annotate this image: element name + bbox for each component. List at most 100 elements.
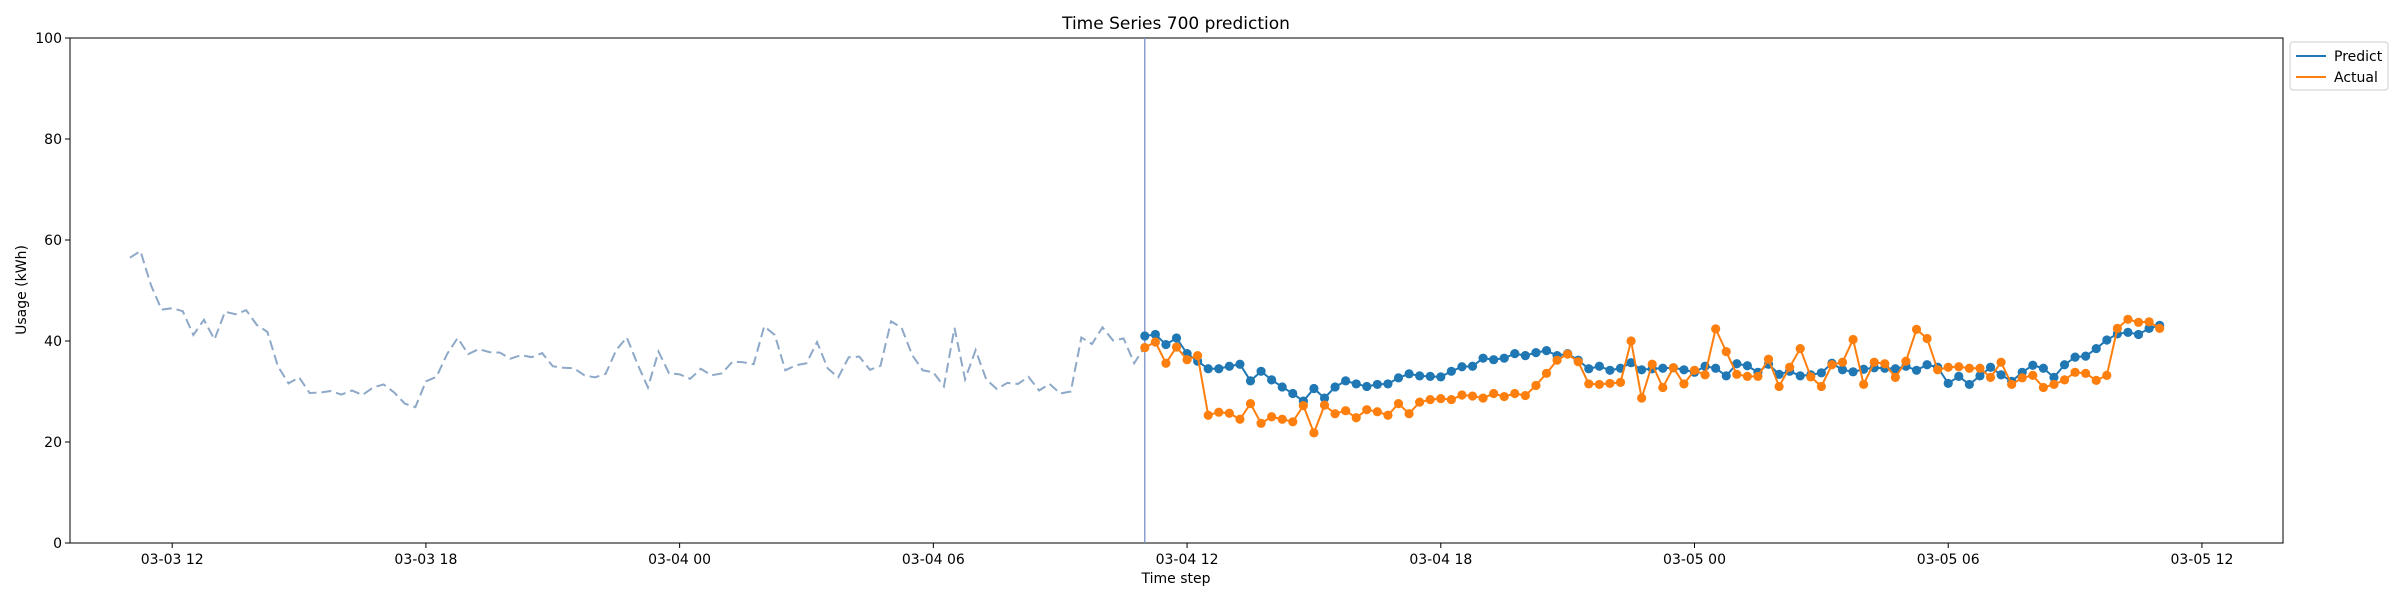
actual-point <box>2017 373 2027 383</box>
predict-point <box>1171 333 1182 343</box>
predict-point <box>1890 364 1900 374</box>
actual-point <box>1859 379 1869 390</box>
predict-point <box>1150 329 1160 340</box>
predict-point <box>2144 323 2154 333</box>
actual-point <box>1404 409 1414 419</box>
predict-point <box>1996 370 2006 380</box>
actual-point <box>1711 324 1721 334</box>
predict-point <box>1742 361 1752 371</box>
actual-point <box>1235 414 1245 424</box>
predict-point <box>1679 365 1689 375</box>
actual-point <box>1499 391 1509 402</box>
actual-point <box>1425 394 1435 405</box>
actual-point <box>1415 397 1425 407</box>
actual-point <box>1182 355 1192 365</box>
predict-point <box>1975 371 1985 381</box>
actual-point <box>1563 349 1573 359</box>
actual-point <box>1288 417 1298 427</box>
predict-point <box>1816 368 1826 378</box>
actual-point <box>1795 343 1805 354</box>
predict-point <box>1922 360 1932 370</box>
predict-point <box>1594 361 1604 371</box>
actual-point <box>1816 381 1826 392</box>
actual-point <box>1964 363 1974 373</box>
actual-point <box>1309 428 1319 438</box>
predict-point <box>1319 393 1330 403</box>
y-tick-label: 100 <box>35 31 62 47</box>
actual-point <box>1774 381 1784 392</box>
predict-point <box>1721 371 1731 381</box>
predict-point <box>1140 331 1150 341</box>
actual-point <box>1996 357 2006 367</box>
predict-point <box>1499 353 1509 363</box>
actual-point <box>1985 372 1996 382</box>
x-tick-label: 03-03 12 <box>141 552 204 568</box>
actual-point <box>2070 367 2080 377</box>
actual-point <box>1150 337 1160 347</box>
predict-point <box>2091 343 2101 354</box>
actual-point <box>1594 379 1604 390</box>
predict-point <box>1457 362 1467 372</box>
actual-point <box>1362 405 1372 415</box>
actual-point <box>1753 371 1763 381</box>
actual-point <box>1541 368 1552 378</box>
x-tick-label: 03-05 06 <box>1917 552 1980 568</box>
x-tick-label: 03-04 00 <box>648 552 711 568</box>
predict-point <box>1658 363 1668 373</box>
actual-point <box>1827 360 1837 370</box>
actual-point <box>1954 362 1964 372</box>
actual-point <box>1869 357 1879 367</box>
actual-point <box>1848 334 1858 345</box>
legend-actual-label: Actual <box>2334 70 2378 86</box>
actual-point <box>1806 372 1816 382</box>
actual-point <box>1901 356 1911 366</box>
predict-point <box>1584 364 1594 374</box>
actual-point <box>1245 399 1256 409</box>
predict-point <box>1626 358 1636 368</box>
predict-point <box>1531 348 1541 358</box>
predict-point <box>2133 329 2144 340</box>
actual-point <box>1890 372 1900 382</box>
actual-point <box>2144 317 2154 327</box>
actual-point <box>1140 342 1150 353</box>
actual-point <box>1605 378 1615 389</box>
predict-point <box>1732 359 1742 369</box>
actual-point <box>2133 317 2144 327</box>
y-tick-label: 40 <box>44 334 62 350</box>
y-tick-label: 20 <box>44 435 62 451</box>
y-tick-label: 60 <box>44 233 62 249</box>
actual-point <box>1372 407 1382 417</box>
predict-point <box>2059 360 2070 370</box>
actual-point <box>2028 370 2038 380</box>
actual-point <box>1478 393 1488 403</box>
actual-point <box>1943 362 1953 372</box>
predict-point <box>1943 378 1953 389</box>
actual-point <box>1467 391 1478 401</box>
actual-point <box>1298 401 1308 411</box>
predict-point <box>1964 379 1974 390</box>
actual-point <box>1615 377 1626 388</box>
legend: Predict Actual <box>2289 41 2389 91</box>
predict-point <box>1436 372 1446 382</box>
actual-point <box>2081 368 2091 378</box>
predict-point <box>1309 383 1319 394</box>
predict-point <box>1711 363 1721 373</box>
predict-point <box>1214 364 1224 374</box>
legend-predict-label: Predict <box>2334 49 2383 65</box>
actual-point <box>2007 379 2017 390</box>
x-tick-label: 03-04 18 <box>1409 552 1472 568</box>
actual-point <box>1584 379 1594 389</box>
predict-point <box>1415 371 1425 381</box>
actual-point <box>2155 323 2165 333</box>
predict-point <box>1161 339 1171 350</box>
predict-point <box>1245 376 1256 386</box>
actual-point <box>1531 380 1541 391</box>
predict-point <box>1489 355 1499 365</box>
actual-point <box>1193 351 1203 361</box>
actual-point <box>1721 347 1731 357</box>
actual-point <box>1351 413 1361 423</box>
actual-point <box>1383 410 1393 420</box>
actual-point <box>1689 365 1700 375</box>
predict-point <box>1372 379 1382 390</box>
x-tick-label: 03-04 06 <box>902 552 965 568</box>
